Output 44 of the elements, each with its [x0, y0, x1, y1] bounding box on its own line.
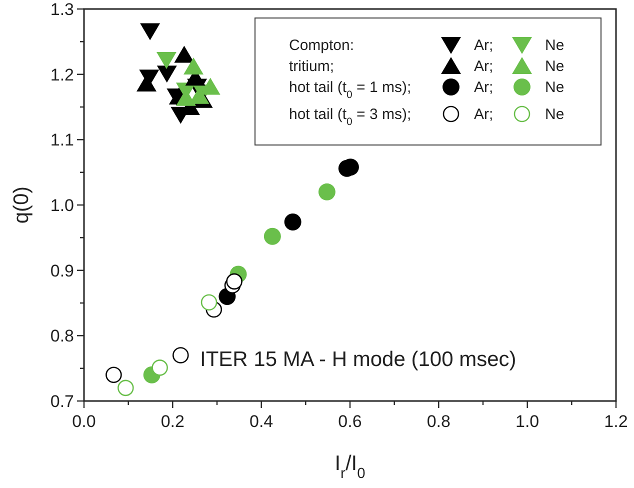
point: [140, 23, 160, 40]
legend-label: Ne: [545, 79, 564, 96]
point: [200, 294, 218, 310]
legend-label: Ne: [545, 37, 564, 54]
y-tick-label: 0.8: [50, 326, 74, 346]
annotation: tritium;: [289, 58, 334, 75]
annotation: ITER 15 MA - H mode (100 msec): [200, 348, 516, 371]
x-tick-label: 0.4: [250, 412, 274, 431]
legend-label: Ne: [545, 106, 564, 123]
legend-label: Ar;: [474, 37, 494, 54]
point: [118, 380, 134, 396]
y-tick-label: 0.9: [50, 261, 74, 280]
point: [318, 183, 336, 200]
legend-label: Ar;: [474, 58, 494, 75]
legend-label: Ar;: [474, 106, 494, 123]
x-axis-title: I$_{r}$/I$_{0}$: [334, 452, 366, 482]
point: [156, 66, 177, 83]
point: [106, 366, 122, 384]
y-tick-label: 1.0: [50, 196, 74, 215]
y-axis-title: q(0): [10, 186, 33, 224]
legend-label: Ne: [545, 58, 564, 75]
point: [264, 228, 281, 245]
legend-label: Ar;: [474, 79, 494, 96]
x-tick-label: 1.2: [604, 412, 628, 431]
y-tick-label: 1.3: [50, 0, 74, 19]
y-tick-label: 0.7: [50, 392, 74, 411]
point: [284, 213, 302, 230]
point: [200, 78, 220, 95]
point: [174, 46, 194, 63]
y-tick-label: 1.2: [50, 65, 74, 84]
text: 0.0: [72, 412, 96, 431]
annotation: hot tail (t$_{0}$ = 1 ms);: [289, 79, 412, 101]
point: [184, 57, 204, 74]
x-tick-label: 0.2: [160, 412, 184, 431]
x-tick-label: 0.6: [338, 412, 362, 431]
y-tick-label: 1.1: [50, 130, 74, 150]
annotation: Compton:: [289, 37, 354, 54]
point: [152, 360, 168, 376]
point: [156, 52, 176, 69]
annotation: hot tail (t$_{0}$ = 3 ms);: [289, 106, 412, 128]
point: [226, 273, 242, 290]
point: [172, 347, 189, 364]
x-tick-label: 0.8: [426, 412, 450, 431]
x-tick-label: 1.0: [516, 412, 540, 431]
